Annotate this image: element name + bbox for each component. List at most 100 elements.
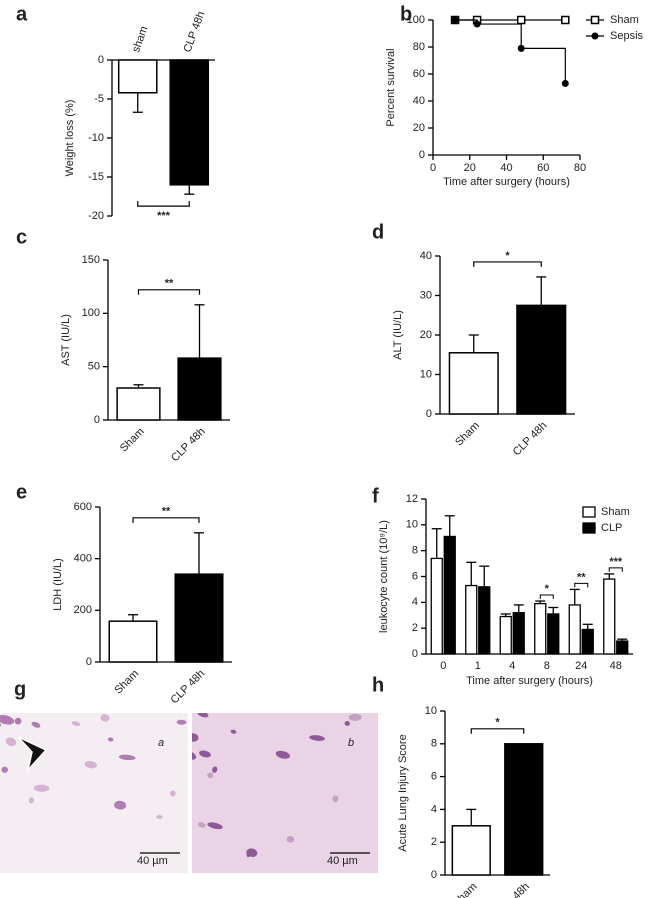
tissue <box>29 300 40 311</box>
y-tick-label: 80 <box>413 41 425 53</box>
tissue <box>299 79 308 87</box>
legend-label: Sham <box>601 506 630 518</box>
tissue <box>145 115 156 130</box>
bar <box>448 352 499 415</box>
bar <box>547 613 560 655</box>
tissue <box>104 120 112 127</box>
tissue <box>29 553 39 563</box>
tissue <box>112 75 119 86</box>
y-tick-label: 60 <box>413 68 425 80</box>
step-line <box>455 19 566 84</box>
tissue <box>323 72 329 80</box>
tissue <box>2 612 16 628</box>
tissue <box>59 268 68 281</box>
tissue <box>65 198 78 210</box>
tissue <box>0 227 2 244</box>
y-tick-label: 200 <box>74 604 92 616</box>
legend-label: Sepsis <box>610 30 644 42</box>
x-tick-label: Sham <box>453 420 482 449</box>
tissue <box>282 111 291 116</box>
tissue <box>109 93 117 102</box>
y-tick-label: 0 <box>98 54 104 66</box>
tissue <box>91 652 101 662</box>
tissue <box>210 692 216 698</box>
tissue <box>41 317 45 324</box>
tissue <box>47 410 52 415</box>
y-tick-label: 0 <box>412 648 418 660</box>
significance-label: * <box>545 583 550 595</box>
y-tick-label: 10 <box>420 368 432 380</box>
tissue <box>587 90 601 99</box>
tissue <box>5 490 12 496</box>
tissue <box>212 766 218 773</box>
tissue <box>245 67 252 76</box>
panel-letter: g <box>14 678 26 700</box>
tissue <box>197 713 209 718</box>
tissue <box>230 729 237 734</box>
tissue <box>37 121 44 128</box>
tissue <box>102 192 116 206</box>
tissue <box>493 15 498 24</box>
tissue <box>144 109 149 115</box>
tissue <box>80 593 91 605</box>
tissue <box>255 115 265 123</box>
tissue <box>286 835 295 843</box>
tissue <box>305 73 317 81</box>
tissue <box>1 613 7 619</box>
y-tick-label: -15 <box>88 171 104 183</box>
panel-letter: a <box>16 3 28 25</box>
tissue <box>31 215 36 230</box>
bar <box>499 615 512 655</box>
x-tick-label: CLP 48h <box>169 426 208 465</box>
tissue <box>156 703 170 713</box>
y-tick-label: 0 <box>426 408 432 420</box>
x-tick-label: 48 <box>610 660 622 672</box>
y-tick-label: -5 <box>94 93 104 105</box>
legend-marker <box>590 15 600 25</box>
tissue <box>251 126 262 136</box>
tissue <box>5 345 14 352</box>
tissue <box>320 69 331 80</box>
tissue <box>84 761 97 769</box>
tissue <box>24 443 31 457</box>
tissue <box>0 105 6 122</box>
tissue <box>31 166 38 174</box>
tissue <box>375 145 382 151</box>
tissue <box>139 150 152 161</box>
tissue <box>251 107 265 118</box>
tissue <box>199 750 211 758</box>
tissue <box>0 269 8 280</box>
tissue <box>9 333 19 351</box>
panel-letter: h <box>372 674 384 696</box>
image-label: a <box>158 737 164 749</box>
marker <box>517 44 525 52</box>
bar <box>478 586 491 655</box>
tissue <box>380 130 395 136</box>
y-tick-label: -20 <box>88 210 104 222</box>
bar <box>117 59 158 94</box>
y-tick-label: 40 <box>420 250 432 262</box>
tissue <box>86 189 99 206</box>
tissue <box>60 636 71 647</box>
x-tick-label: CLP 48h <box>493 881 532 898</box>
tissue <box>114 800 127 810</box>
tissue <box>316 173 327 178</box>
significance-label: * <box>495 717 500 729</box>
tissue <box>369 23 386 38</box>
bar <box>504 743 544 876</box>
arrowhead <box>17 736 48 773</box>
x-tick-label: 4 <box>509 660 515 672</box>
tissue <box>227 123 239 135</box>
bar <box>108 620 158 663</box>
tissue <box>0 551 8 559</box>
bar <box>430 557 443 655</box>
y-tick-label: 6 <box>431 771 437 783</box>
tissue <box>98 77 107 86</box>
legend-label: Sham <box>610 14 639 26</box>
tissue <box>49 465 57 473</box>
tissue <box>349 31 355 40</box>
image-label: b <box>348 737 354 749</box>
tissue <box>176 719 187 725</box>
y-axis-label: Percent survival <box>385 48 397 126</box>
tissue <box>53 107 64 119</box>
